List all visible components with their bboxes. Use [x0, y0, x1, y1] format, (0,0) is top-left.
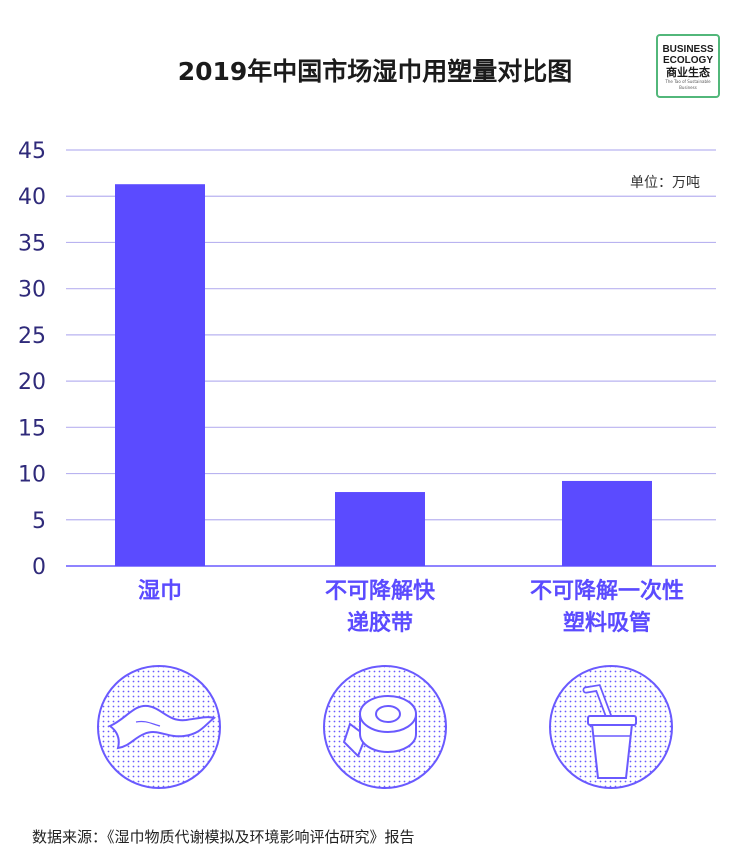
y-tick-label: 5	[32, 509, 46, 534]
straw-cup-icon	[549, 665, 673, 789]
bar	[562, 480, 652, 566]
bar	[335, 492, 425, 566]
wet-wipe-icon	[97, 665, 221, 789]
bar-chart: 0 5 10 15 20 25 30 35 40 45	[18, 139, 716, 580]
x-category-label: 不可降解一次性 塑料吸管	[529, 579, 684, 636]
unit-label: 单位：万吨	[630, 175, 700, 191]
y-axis-ticks: 0 5 10 15 20 25 30 35 40 45	[18, 139, 46, 580]
y-tick-label: 20	[18, 370, 46, 395]
tape-roll-icon	[323, 665, 447, 789]
x-category-label: 湿巾	[137, 579, 182, 604]
bars	[115, 184, 652, 566]
y-tick-label: 45	[18, 139, 46, 164]
chart-title: 2019年中国市场湿巾用塑量对比图	[177, 57, 573, 86]
y-tick-label: 30	[18, 278, 46, 303]
x-category-label: 不可降解快 递胶带	[324, 579, 435, 636]
y-tick-label: 40	[18, 185, 46, 210]
y-tick-label: 10	[18, 463, 46, 488]
bar	[115, 184, 205, 566]
data-source: 数据来源：《湿巾物质代谢模拟及环境影响评估研究》报告	[32, 828, 415, 846]
business-ecology-logo: BUSINESS ECOLOGY 商业生态 The Tao of Sustain…	[656, 34, 720, 98]
y-tick-label: 0	[32, 555, 46, 580]
y-tick-label: 15	[18, 416, 46, 441]
y-tick-label: 25	[18, 324, 46, 349]
y-tick-label: 35	[18, 231, 46, 256]
